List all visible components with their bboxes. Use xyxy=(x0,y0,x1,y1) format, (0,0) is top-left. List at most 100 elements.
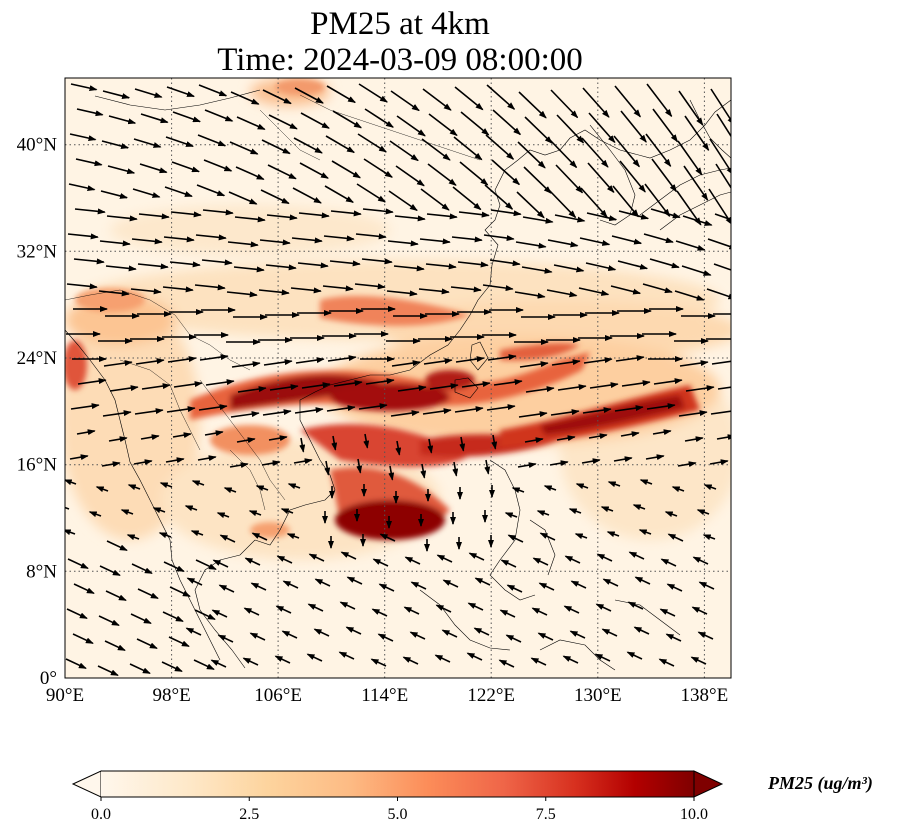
wind-arrow xyxy=(196,184,226,197)
wind-arrow xyxy=(515,241,547,249)
wind-arrow xyxy=(612,185,639,218)
wind-arrow xyxy=(293,458,313,465)
wind-arrow xyxy=(244,557,261,566)
wind-arrow xyxy=(130,613,152,625)
wind-arrow xyxy=(98,615,120,627)
wind-arrow xyxy=(489,259,521,267)
wind-arrow xyxy=(218,584,235,593)
wind-arrow xyxy=(138,213,170,220)
wind-arrow xyxy=(442,579,459,588)
wind-arrow xyxy=(556,435,576,442)
wind-arrow xyxy=(73,583,95,595)
wind-arrow xyxy=(386,290,418,297)
wind-arrow xyxy=(395,440,402,456)
wind-arrow xyxy=(524,437,544,444)
wind-arrow xyxy=(639,479,653,486)
wind-arrow xyxy=(683,165,709,201)
wind-arrow xyxy=(69,133,97,142)
wind-arrow xyxy=(378,583,395,592)
colorbar-tick-label: 0.0 xyxy=(91,806,111,823)
wind-arrow xyxy=(158,532,172,539)
wind-arrow xyxy=(377,633,394,642)
wind-arrow xyxy=(485,134,515,160)
wind-arrow xyxy=(105,590,127,602)
wind-arrow xyxy=(551,359,581,366)
wind-arrow xyxy=(105,265,137,272)
wind-arrow xyxy=(194,609,216,621)
wind-arrow xyxy=(685,385,715,392)
wind-arrow xyxy=(171,161,200,173)
wind-arrow xyxy=(429,383,459,390)
wind-arrow xyxy=(556,114,585,144)
wind-arrow xyxy=(620,110,647,143)
wind-arrow xyxy=(332,110,362,129)
wind-arrow xyxy=(418,288,450,295)
wind-arrow xyxy=(219,534,236,543)
wind-arrow xyxy=(397,385,427,392)
wind-arrow xyxy=(484,459,491,475)
wind-arrow xyxy=(97,665,119,677)
wind-arrow xyxy=(390,410,420,417)
wind-arrow xyxy=(459,161,489,186)
wind-arrow xyxy=(626,651,643,660)
wind-arrow xyxy=(100,190,128,199)
wind-vectors xyxy=(65,83,731,677)
wind-arrow xyxy=(65,479,77,486)
wind-arrow xyxy=(236,437,256,444)
wind-arrow xyxy=(404,556,421,565)
wind-arrow xyxy=(467,602,484,611)
wind-arrow xyxy=(644,183,671,217)
wind-arrow xyxy=(101,461,121,468)
wind-arrow xyxy=(371,608,388,617)
wind-arrow xyxy=(162,286,194,293)
wind-arrow xyxy=(677,461,697,468)
wind-arrow xyxy=(482,284,514,292)
wind-arrow xyxy=(357,133,387,153)
wind-arrow xyxy=(261,139,291,155)
wind-arrow xyxy=(99,565,121,577)
wind-arrow xyxy=(387,240,419,247)
wind-arrow xyxy=(361,258,393,265)
wind-arrow xyxy=(230,411,260,418)
lon-tick-label: 98°E xyxy=(152,685,190,706)
wind-arrow xyxy=(486,404,516,411)
wind-arrow xyxy=(651,158,678,193)
wind-arrow xyxy=(499,609,516,618)
wind-arrow xyxy=(650,208,681,219)
wind-arrow xyxy=(205,379,235,386)
wind-arrow xyxy=(586,212,618,222)
wind-arrow xyxy=(550,409,580,416)
wind-arrow xyxy=(562,655,579,664)
wind-arrow xyxy=(396,115,426,137)
colorbar-tick-label: 10.0 xyxy=(680,806,708,823)
wind-arrow xyxy=(104,640,126,652)
wind-arrow xyxy=(67,233,99,240)
wind-arrow xyxy=(258,289,290,296)
wind-arrow xyxy=(267,164,297,180)
colorbar-tick-label: 2.5 xyxy=(239,806,259,823)
wind-arrow xyxy=(230,91,260,105)
wind-arrow xyxy=(543,485,557,492)
wind-arrow xyxy=(594,653,611,662)
wind-arrow xyxy=(102,90,131,99)
lon-tick-label: 106°E xyxy=(254,685,302,706)
wind-arrow xyxy=(492,109,522,136)
wind-arrow xyxy=(287,483,301,490)
colorbar-tick-label: 7.5 xyxy=(536,806,556,823)
wind-arrow xyxy=(197,455,217,462)
wind-arrow xyxy=(410,581,427,590)
wind-arrow xyxy=(130,288,162,295)
wind-arrow xyxy=(265,264,297,271)
wind-arrow xyxy=(299,437,306,453)
wind-arrow xyxy=(297,262,329,269)
wind-arrow xyxy=(643,233,674,244)
wind-arrow xyxy=(131,238,163,245)
wind-arrow xyxy=(106,540,128,552)
lat-tick-label: 24°N xyxy=(17,348,58,369)
wind-arrow xyxy=(72,633,94,645)
wind-arrow xyxy=(483,234,515,242)
wind-arrow xyxy=(314,578,331,587)
wind-arrow xyxy=(301,382,331,389)
wind-arrow xyxy=(204,430,224,437)
wind-arrow xyxy=(251,532,268,541)
